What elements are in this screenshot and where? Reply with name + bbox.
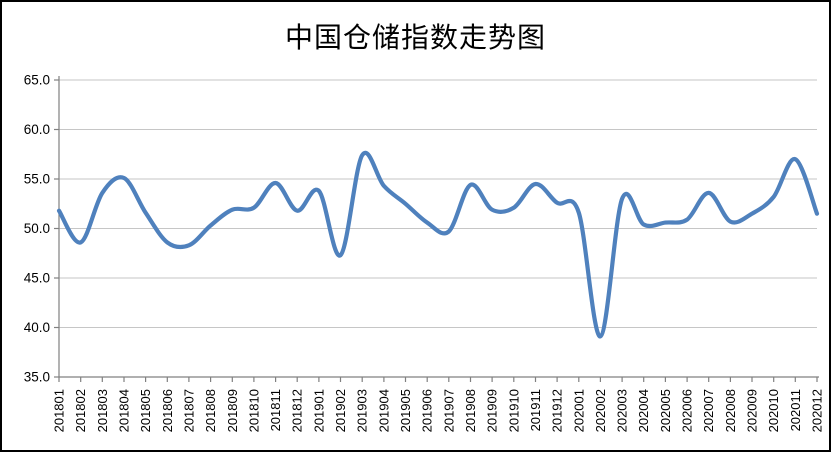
x-tick-label: 202012 (810, 389, 825, 432)
x-tick-label: 202008 (723, 389, 738, 432)
x-tick-label: 201812 (290, 389, 305, 432)
x-tick-label: 201912 (550, 389, 565, 432)
y-tick-label: 60.0 (24, 122, 50, 137)
x-tick-label: 201801 (52, 389, 67, 432)
x-tick-label: 202007 (701, 389, 716, 432)
x-tick-label: 202003 (615, 389, 630, 432)
x-tick-label: 201804 (117, 389, 132, 432)
x-tick-label: 201901 (311, 389, 326, 432)
x-tick-label: 201803 (95, 389, 110, 432)
x-tick-label: 202001 (571, 389, 586, 432)
x-tick-label: 201810 (246, 389, 261, 432)
index-series-line (56, 150, 820, 339)
y-tick-label: 45.0 (24, 271, 50, 286)
x-tick-label: 202010 (766, 389, 781, 432)
x-tick-label: 202006 (680, 389, 695, 432)
x-tick-label: 202005 (658, 389, 673, 432)
x-tick-label: 201805 (138, 389, 153, 432)
y-tick-label: 65.0 (24, 73, 50, 88)
x-tick-label: 201906 (420, 389, 435, 432)
x-tick-label: 201908 (463, 389, 478, 432)
y-tick-label: 55.0 (24, 172, 50, 187)
x-tick-label: 202004 (636, 389, 651, 432)
x-tick-label: 201909 (485, 389, 500, 432)
x-tick-label: 201903 (355, 389, 370, 432)
y-tick-label: 50.0 (24, 221, 50, 236)
x-tick-label: 201902 (333, 389, 348, 432)
x-tick-label: 202011 (788, 389, 803, 431)
x-tick-label: 202002 (593, 389, 608, 432)
x-tick-label: 202009 (745, 389, 760, 432)
chart-title: 中国仓储指数走势图 (284, 23, 546, 54)
x-tick-label: 201806 (160, 389, 175, 432)
y-tick-label: 40.0 (24, 320, 50, 335)
x-tick-label: 201905 (398, 389, 413, 432)
x-tick-label: 201910 (506, 389, 521, 432)
x-tick-label: 201811 (268, 389, 283, 431)
x-tick-label: 201802 (73, 389, 88, 432)
x-tick-label: 201807 (181, 389, 196, 432)
x-tick-label: 201911 (528, 389, 543, 431)
x-tick-label: 201808 (203, 389, 218, 432)
x-tick-label: 201809 (225, 389, 240, 432)
y-tick-label: 35.0 (24, 370, 50, 385)
x-tick-label: 201907 (441, 389, 456, 432)
x-tick-label: 201904 (376, 389, 391, 432)
